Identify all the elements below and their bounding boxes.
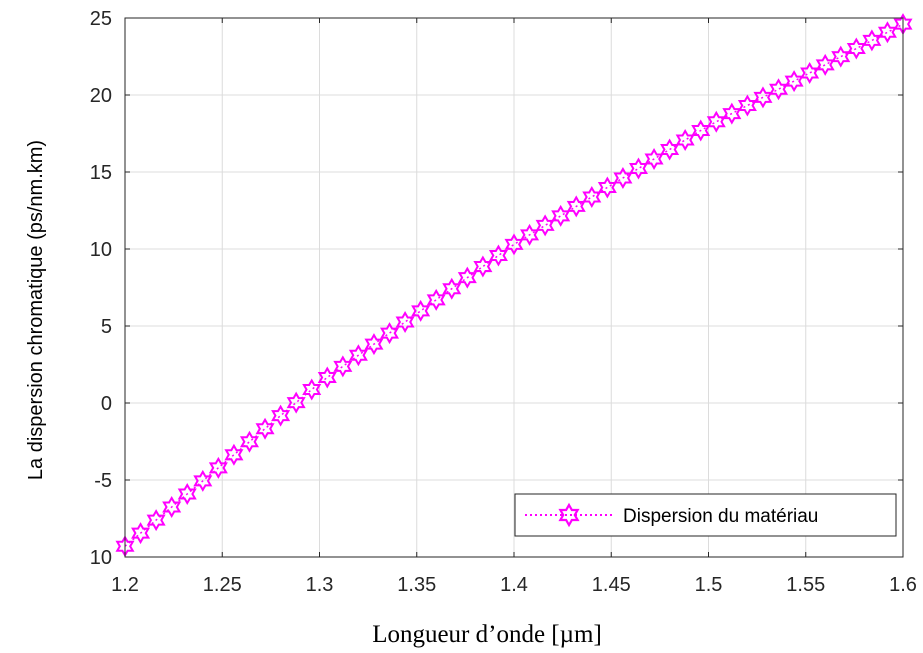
y-axis-label: La dispersion chromatique (ps/nm.km): [25, 140, 47, 480]
x-tick-label: 1.2: [111, 574, 139, 596]
data-point-marker: [411, 299, 431, 322]
data-point-marker: [660, 138, 680, 161]
data-point-marker: [551, 204, 571, 227]
y-tick-label: 10: [90, 239, 112, 261]
y-tick-label: 10: [90, 547, 112, 569]
data-point-marker: [379, 322, 400, 345]
data-point-marker: [302, 378, 322, 401]
x-tick-label: 1.45: [592, 574, 631, 596]
y-tick-label: 20: [90, 85, 112, 107]
x-tick-label: 1.5: [695, 574, 723, 596]
data-point-marker: [877, 21, 897, 44]
data-point-marker: [628, 157, 649, 180]
data-point-marker: [862, 29, 882, 52]
data-point-marker: [442, 277, 462, 300]
x-tick-label: 1.4: [500, 574, 528, 596]
data-point-marker: [333, 355, 353, 378]
data-point-marker: [395, 311, 415, 334]
legend-box: [514, 493, 897, 537]
data-point-marker: [846, 37, 866, 60]
data-point-marker: [271, 404, 291, 427]
data-point-marker: [535, 214, 555, 237]
data-point-marker: [800, 61, 820, 84]
data-point-marker: [426, 288, 446, 311]
legend-marker-hexagram: [558, 502, 580, 528]
data-point-marker: [317, 366, 337, 389]
y-tick-label: 0: [101, 393, 112, 415]
data-point-marker: [582, 185, 602, 208]
x-tick-label: 1.3: [306, 574, 334, 596]
data-point-marker: [193, 469, 213, 492]
x-tick-label: 1.25: [203, 574, 242, 596]
data-point-marker: [815, 53, 835, 76]
data-point-marker: [364, 333, 384, 356]
data-point-marker: [675, 129, 695, 152]
data-point-marker: [488, 244, 508, 267]
data-point-marker: [208, 456, 228, 479]
data-point-marker: [473, 255, 493, 278]
data-point-marker: [768, 78, 789, 101]
x-tick-label: 1.55: [786, 574, 825, 596]
data-point-marker: [784, 70, 804, 93]
data-point-marker: [737, 94, 757, 117]
data-point-marker: [286, 391, 306, 414]
data-point-marker: [255, 417, 275, 440]
x-tick-label: 1.6: [889, 574, 917, 596]
data-point-marker: [348, 344, 368, 367]
x-axis-label: Longueur d’onde [µm]: [372, 621, 602, 648]
data-point-marker: [177, 482, 197, 505]
data-point-marker: [239, 430, 260, 453]
y-tick-label: -5: [94, 470, 112, 492]
x-tick-label: 1.35: [397, 574, 436, 596]
data-point-marker: [831, 45, 851, 68]
data-point-marker: [597, 176, 617, 199]
axis-ticks: [124, 17, 904, 558]
y-tick-label: 15: [90, 162, 112, 184]
legend-label: Dispersion du matériau: [623, 506, 818, 527]
data-point-marker: [706, 110, 726, 133]
data-point-marker: [224, 443, 244, 466]
grid-lines: [124, 17, 904, 558]
legend: Dispersion du matériau: [514, 493, 897, 537]
y-tick-label: 5: [101, 316, 112, 338]
data-point-marker: [146, 509, 166, 532]
data-point-marker: [131, 522, 151, 545]
data-point-marker: [162, 496, 182, 519]
y-tick-label: 25: [90, 8, 112, 30]
data-point-marker: [457, 266, 477, 289]
tick-labels: 1.2 1.25 1.3 1.35 1.4 1.45 1.5 1.55 1.6 10 -5 0 5 10 1…: [90, 8, 917, 596]
